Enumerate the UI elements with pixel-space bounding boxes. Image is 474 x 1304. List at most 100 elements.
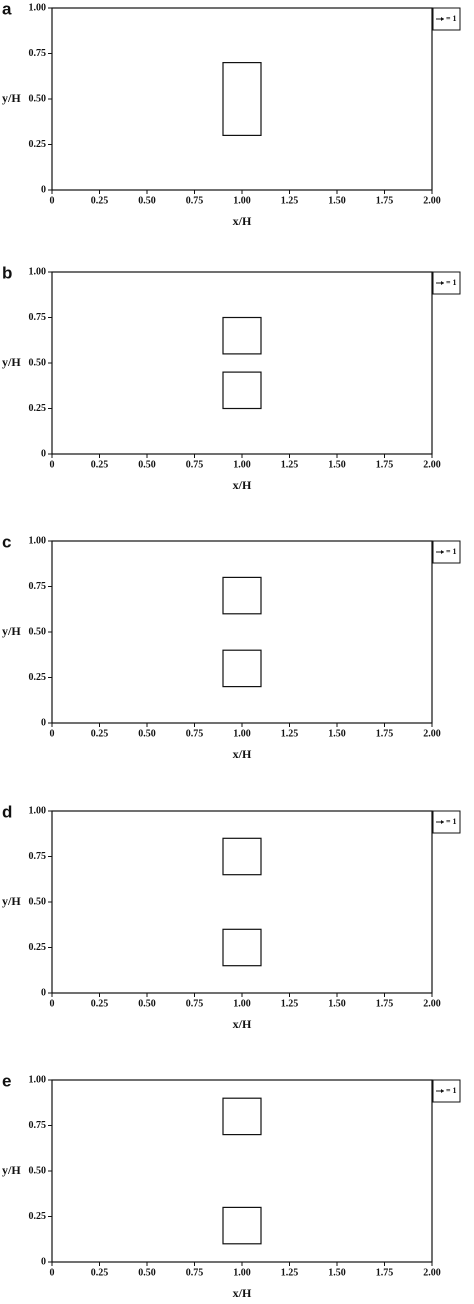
plot-frame bbox=[51, 271, 433, 455]
y-tick-label: 1.00 bbox=[29, 1074, 47, 1085]
y-tick-label: 0 bbox=[41, 448, 46, 459]
y-tick-label: 0.25 bbox=[29, 139, 47, 150]
x-tick-label: 1.25 bbox=[281, 195, 299, 206]
obstacle bbox=[222, 1206, 262, 1245]
x-tick-label: 1.50 bbox=[328, 728, 346, 739]
x-axis-label: x/H bbox=[233, 1017, 252, 1031]
x-tick-label: 0 bbox=[50, 1267, 55, 1278]
legend-arrowhead bbox=[441, 820, 444, 824]
y-tick-label: 1.00 bbox=[29, 805, 47, 816]
x-tick-label: 0.50 bbox=[138, 1267, 156, 1278]
legend-box bbox=[432, 810, 461, 834]
legend-label: = 1 bbox=[446, 547, 457, 556]
panel-letter: b bbox=[2, 263, 12, 282]
y-axis-label: y/H bbox=[2, 894, 21, 908]
y-axis-label: y/H bbox=[2, 1163, 21, 1177]
y-axis-label: y/H bbox=[2, 355, 21, 369]
x-tick-label: 2.00 bbox=[423, 998, 441, 1009]
panel-letter: a bbox=[2, 0, 12, 18]
x-tick-label: 1.25 bbox=[281, 1267, 299, 1278]
x-tick-label: 0.25 bbox=[91, 195, 109, 206]
y-tick-label: 0 bbox=[41, 717, 46, 728]
obstacle bbox=[222, 371, 262, 410]
y-tick-label: 0.50 bbox=[29, 357, 47, 368]
y-tick-label: 0.50 bbox=[29, 896, 47, 907]
y-tick-label: 0.25 bbox=[29, 942, 47, 953]
x-tick-label: 0.75 bbox=[186, 459, 204, 470]
y-axis-label: y/H bbox=[2, 91, 21, 105]
y-tick-label: 0 bbox=[41, 987, 46, 998]
y-tick-label: 0.50 bbox=[29, 626, 47, 637]
y-tick-label: 1.00 bbox=[29, 535, 47, 546]
x-tick-label: 1.75 bbox=[376, 1267, 394, 1278]
panel-letter: e bbox=[2, 1071, 11, 1090]
plot-frame bbox=[51, 540, 433, 724]
x-tick-label: 1.75 bbox=[376, 195, 394, 206]
y-tick-label: 1.00 bbox=[29, 2, 47, 13]
y-tick-label: 1.00 bbox=[29, 266, 47, 277]
x-tick-label: 0 bbox=[50, 195, 55, 206]
x-tick-label: 1.25 bbox=[281, 998, 299, 1009]
legend-arrowhead bbox=[441, 281, 444, 285]
y-tick-label: 0.75 bbox=[29, 48, 47, 59]
x-tick-label: 0.25 bbox=[91, 728, 109, 739]
legend-arrowhead bbox=[441, 1089, 444, 1093]
x-tick-label: 0.75 bbox=[186, 1267, 204, 1278]
x-axis-label: x/H bbox=[233, 747, 252, 761]
y-tick-label: 0.25 bbox=[29, 1211, 47, 1222]
x-tick-label: 0.75 bbox=[186, 195, 204, 206]
x-tick-label: 1.50 bbox=[328, 1267, 346, 1278]
y-tick-label: 0.75 bbox=[29, 312, 47, 323]
obstacle bbox=[222, 1097, 262, 1136]
obstacle bbox=[222, 576, 262, 615]
legend-box bbox=[432, 540, 461, 564]
legend-arrowhead bbox=[441, 550, 444, 554]
x-axis-label: x/H bbox=[233, 478, 252, 492]
x-tick-label: 0.75 bbox=[186, 998, 204, 1009]
x-tick-label: 0.75 bbox=[186, 728, 204, 739]
x-tick-label: 0.50 bbox=[138, 195, 156, 206]
x-tick-label: 0.50 bbox=[138, 728, 156, 739]
y-tick-label: 0.50 bbox=[29, 93, 47, 104]
x-tick-label: 0.50 bbox=[138, 459, 156, 470]
y-axis-label: y/H bbox=[2, 624, 21, 638]
x-tick-label: 1.00 bbox=[233, 195, 251, 206]
x-tick-label: 1.00 bbox=[233, 459, 251, 470]
x-tick-label: 2.00 bbox=[423, 728, 441, 739]
y-tick-label: 0.25 bbox=[29, 672, 47, 683]
legend-box bbox=[432, 1079, 461, 1103]
panel-letter: c bbox=[2, 532, 11, 551]
panel-letter: d bbox=[2, 802, 12, 821]
x-tick-label: 1.50 bbox=[328, 459, 346, 470]
y-tick-label: 0.50 bbox=[29, 1165, 47, 1176]
x-tick-label: 1.25 bbox=[281, 728, 299, 739]
x-tick-label: 0 bbox=[50, 728, 55, 739]
x-tick-label: 0.25 bbox=[91, 459, 109, 470]
legend-label: = 1 bbox=[446, 278, 457, 287]
obstacle bbox=[222, 837, 262, 876]
y-tick-label: 0.75 bbox=[29, 1120, 47, 1131]
x-axis-label: x/H bbox=[233, 1286, 252, 1300]
x-tick-label: 0.25 bbox=[91, 998, 109, 1009]
x-tick-label: 1.50 bbox=[328, 998, 346, 1009]
x-tick-label: 0.50 bbox=[138, 998, 156, 1009]
x-tick-label: 1.75 bbox=[376, 459, 394, 470]
obstacle bbox=[222, 316, 262, 355]
x-tick-label: 1.75 bbox=[376, 998, 394, 1009]
x-tick-label: 0 bbox=[50, 459, 55, 470]
legend-arrowhead bbox=[441, 17, 444, 21]
x-tick-label: 2.00 bbox=[423, 195, 441, 206]
x-tick-label: 1.75 bbox=[376, 728, 394, 739]
y-tick-label: 0.25 bbox=[29, 403, 47, 414]
x-tick-label: 2.00 bbox=[423, 459, 441, 470]
x-axis-label: x/H bbox=[233, 214, 252, 228]
legend-box bbox=[432, 271, 461, 295]
x-tick-label: 1.00 bbox=[233, 728, 251, 739]
x-tick-label: 0.25 bbox=[91, 1267, 109, 1278]
legend-box bbox=[432, 7, 461, 31]
legend-label: = 1 bbox=[446, 14, 457, 23]
y-tick-label: 0 bbox=[41, 1256, 46, 1267]
legend-label: = 1 bbox=[446, 1086, 457, 1095]
